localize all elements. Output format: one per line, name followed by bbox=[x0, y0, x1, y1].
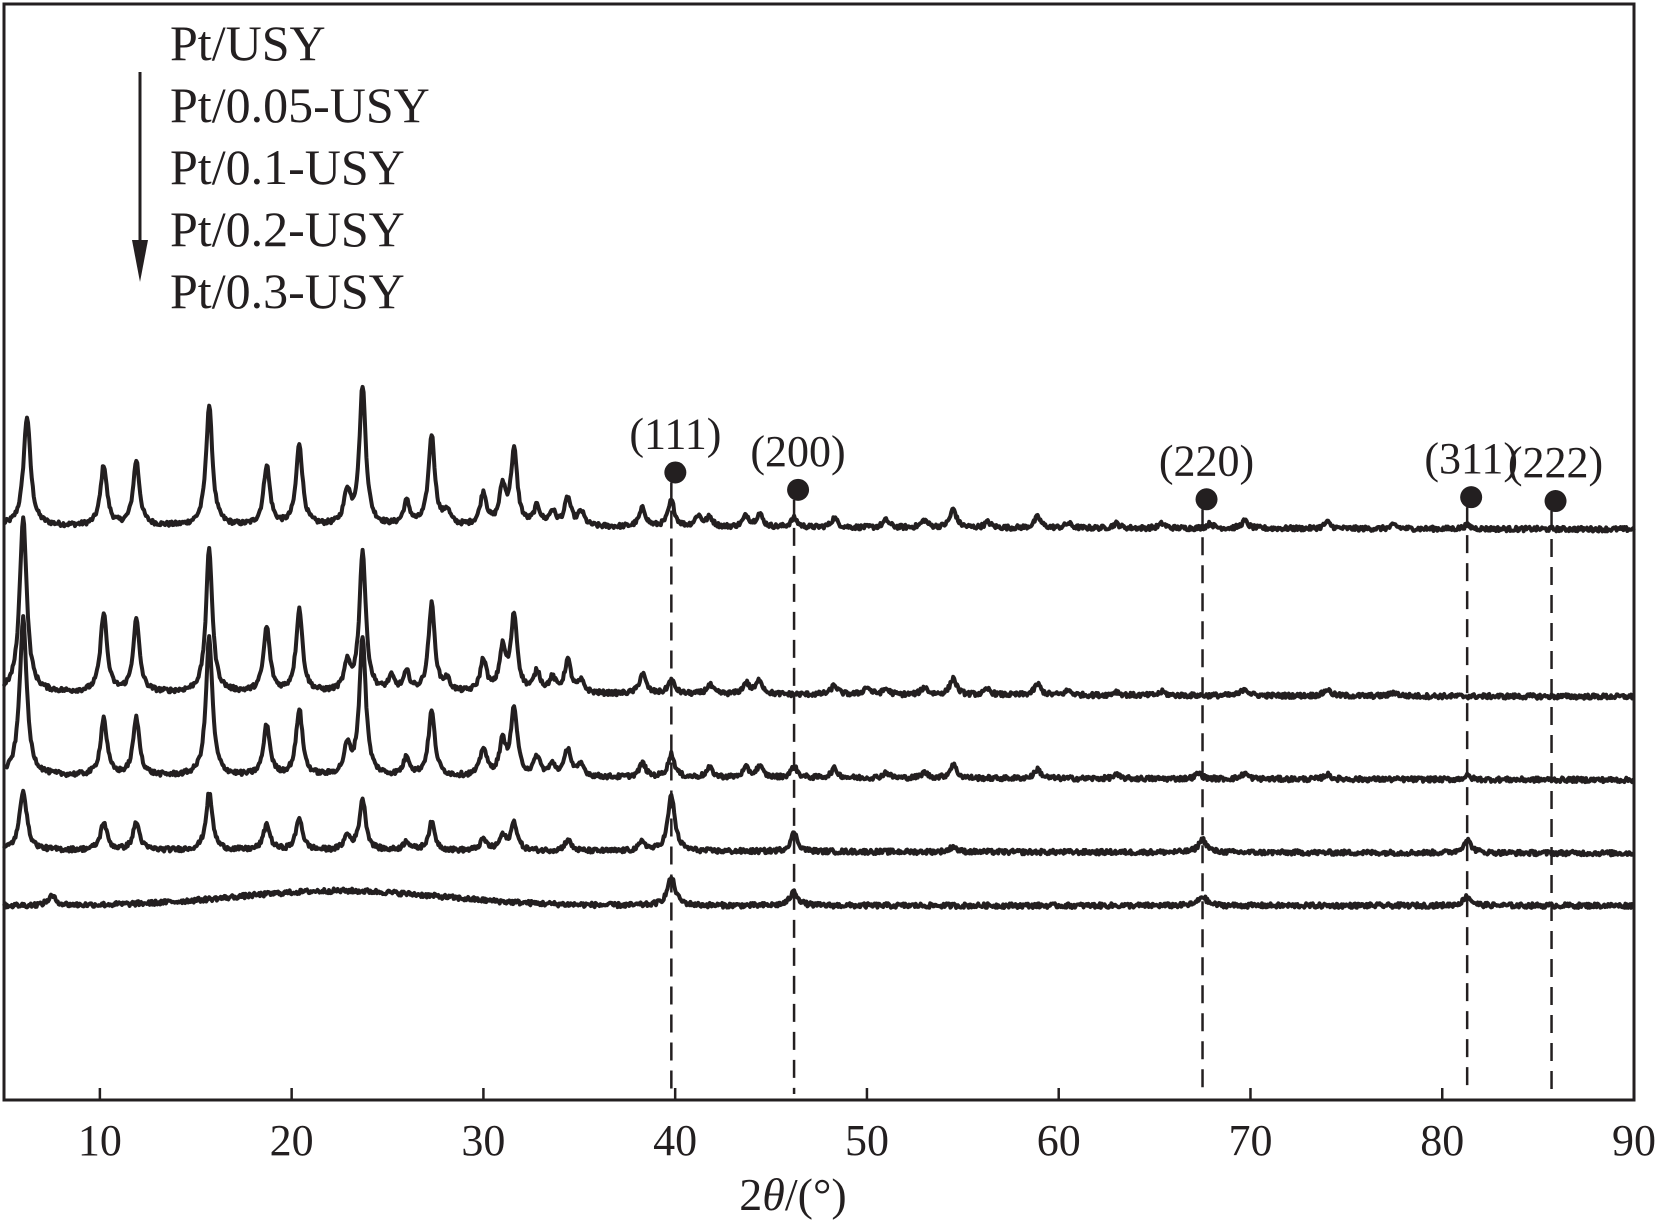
series-group bbox=[2, 384, 1636, 910]
legend: Pt/USY Pt/0.05-USY Pt/0.1-USY Pt/0.2-USY… bbox=[132, 15, 430, 319]
legend-arrowhead bbox=[132, 240, 148, 282]
x-tick-label-60: 60 bbox=[1037, 1116, 1081, 1165]
plot-frame bbox=[2, 2, 1636, 1102]
x-axis-label: 2θ/(°) bbox=[739, 1169, 846, 1220]
peak-label-0: (111) bbox=[629, 409, 721, 458]
peak-marker-4 bbox=[1544, 490, 1567, 513]
x-axis-ticks: 10 20 30 40 50 60 70 80 90 bbox=[78, 1088, 1656, 1165]
peak-marker-1 bbox=[787, 478, 810, 501]
reference-lines bbox=[670, 482, 1553, 1094]
series-line-3 bbox=[2, 788, 1636, 858]
x-tick-label-80: 80 bbox=[1420, 1116, 1464, 1165]
peak-marker-0 bbox=[664, 461, 687, 484]
legend-entry-pt-0.2-usy: Pt/0.2-USY bbox=[170, 201, 405, 257]
legend-entry-pt-0.05-usy: Pt/0.05-USY bbox=[170, 77, 430, 133]
series-line-1 bbox=[2, 515, 1636, 701]
x-tick-label-10: 10 bbox=[78, 1116, 122, 1165]
peak-label-2: (220) bbox=[1159, 436, 1254, 485]
x-tick-label-90: 90 bbox=[1612, 1116, 1656, 1165]
x-tick-label-70: 70 bbox=[1228, 1116, 1272, 1165]
peak-label-3: (311) bbox=[1424, 434, 1518, 483]
legend-entry-pt-usy: Pt/USY bbox=[170, 15, 326, 71]
legend-entry-pt-0.1-usy: Pt/0.1-USY bbox=[170, 139, 405, 195]
legend-entry-pt-0.3-usy: Pt/0.3-USY bbox=[170, 263, 405, 319]
peak-label-1: (200) bbox=[750, 427, 845, 476]
x-tick-label-40: 40 bbox=[653, 1116, 697, 1165]
x-tick-label-30: 30 bbox=[461, 1116, 505, 1165]
series-line-4 bbox=[2, 875, 1636, 910]
series-line-0 bbox=[2, 384, 1636, 534]
peak-labels: (111) (200) (220) (311)(222) bbox=[629, 409, 1603, 513]
x-tick-label-20: 20 bbox=[270, 1116, 314, 1165]
peak-label-4: (222) bbox=[1508, 438, 1603, 487]
series-line-2 bbox=[2, 614, 1636, 785]
peak-marker-3 bbox=[1460, 486, 1483, 509]
peak-marker-2 bbox=[1195, 488, 1218, 511]
x-tick-label-50: 50 bbox=[845, 1116, 889, 1165]
